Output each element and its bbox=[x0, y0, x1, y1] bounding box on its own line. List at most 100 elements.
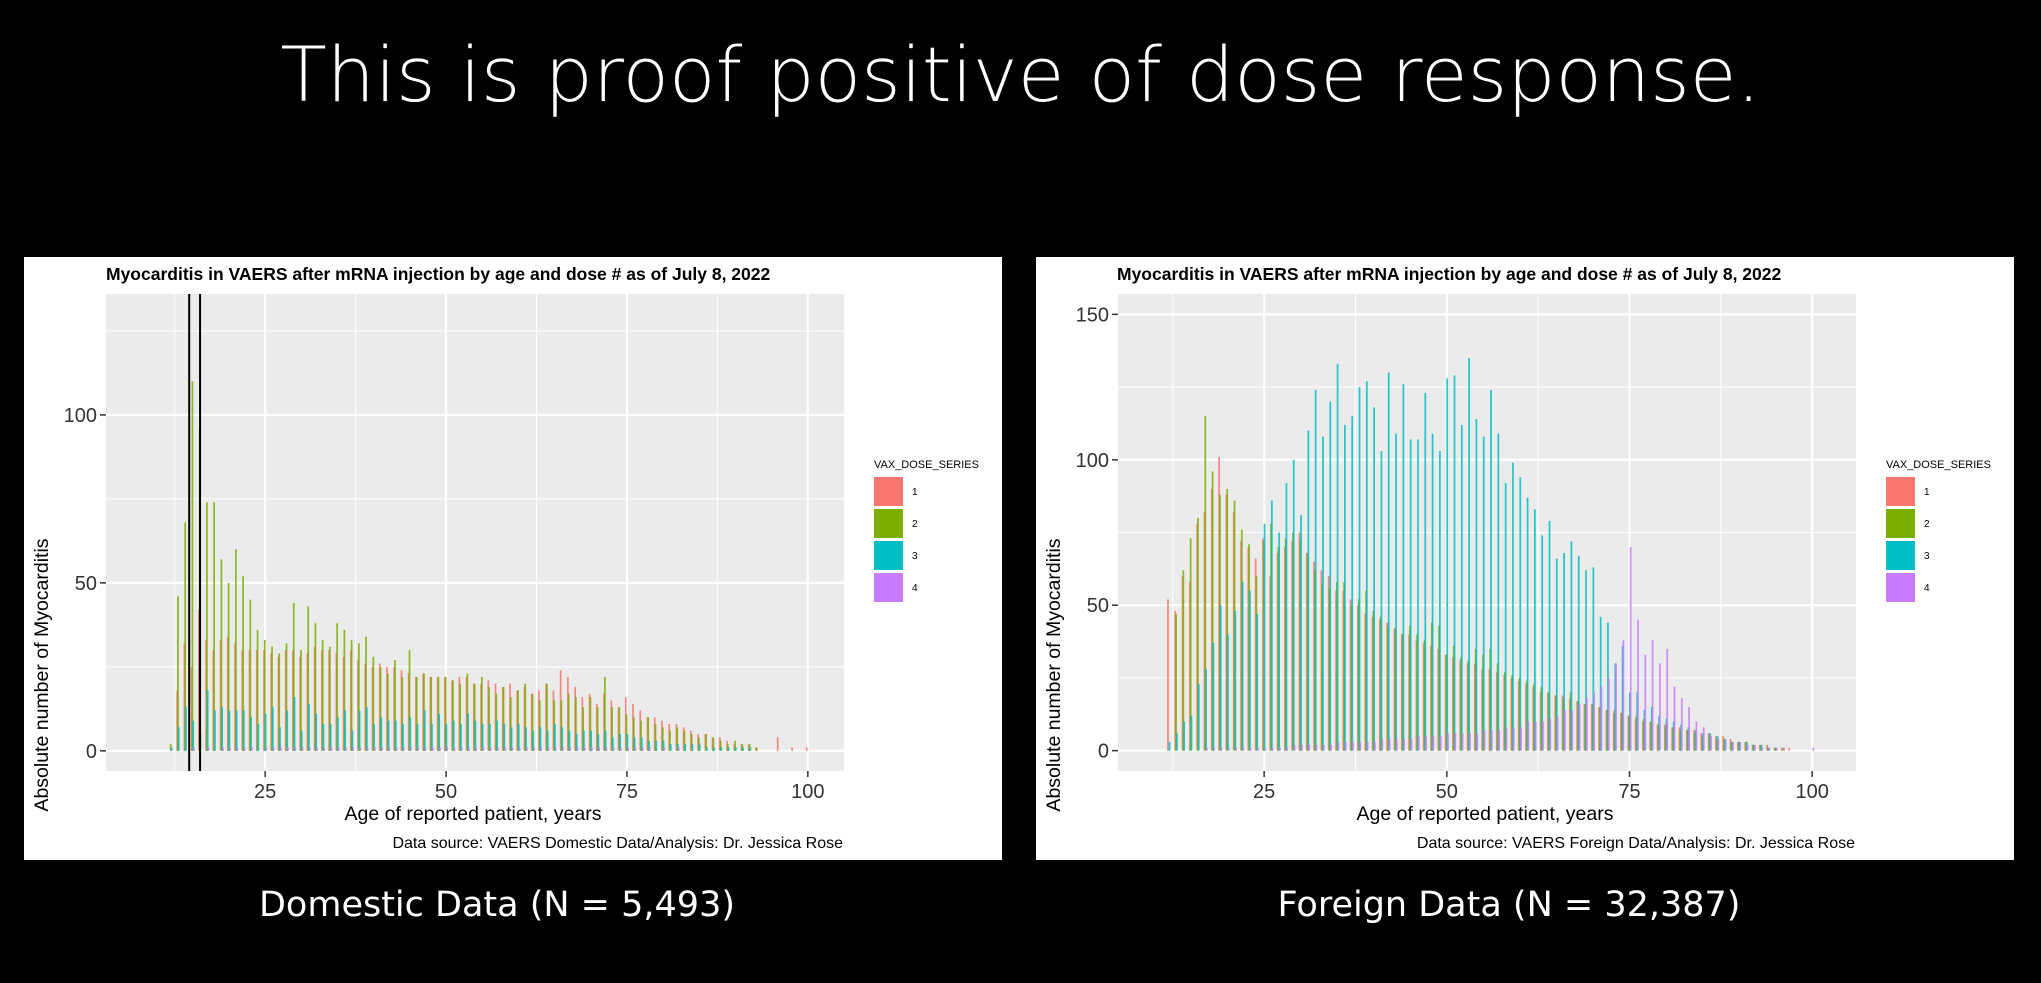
bar-dose-2 bbox=[755, 747, 758, 751]
bar-dose-3 bbox=[1548, 520, 1551, 751]
bar-dose-4 bbox=[301, 747, 304, 751]
bar-dose-2 bbox=[278, 653, 281, 751]
bar-dose-3 bbox=[1519, 477, 1522, 751]
bar-dose-4 bbox=[1344, 741, 1347, 751]
bar-dose-2 bbox=[408, 650, 411, 751]
bar-dose-4 bbox=[402, 747, 405, 751]
bar-dose-4 bbox=[554, 747, 557, 751]
bar-dose-4 bbox=[1739, 741, 1742, 751]
bar-dose-4 bbox=[1644, 654, 1647, 751]
bar-dose-4 bbox=[1337, 741, 1340, 751]
bar-dose-2 bbox=[177, 596, 179, 751]
bar-dose-2 bbox=[263, 639, 266, 751]
bar-dose-2 bbox=[1211, 471, 1214, 751]
bar-dose-3 bbox=[1285, 483, 1288, 751]
bar-dose-3 bbox=[1431, 433, 1434, 751]
bar-dose-3 bbox=[590, 730, 593, 751]
bar-dose-4 bbox=[1615, 663, 1617, 751]
bar-dose-3 bbox=[1526, 497, 1529, 751]
bar-dose-3 bbox=[1760, 744, 1763, 751]
bar-dose-3 bbox=[1395, 433, 1397, 751]
bar-dose-1 bbox=[1788, 747, 1790, 751]
bar-dose-4 bbox=[562, 747, 564, 751]
bar-dose-4 bbox=[323, 747, 326, 751]
legend-label: 1 bbox=[912, 487, 918, 498]
bar-dose-2 bbox=[401, 676, 404, 751]
bar-dose-3 bbox=[257, 723, 260, 751]
bar-dose-3 bbox=[1219, 605, 1222, 751]
bar-dose-3 bbox=[503, 723, 506, 751]
bar-dose-3 bbox=[1212, 643, 1215, 751]
bar-dose-3 bbox=[496, 720, 498, 751]
bar-dose-2 bbox=[618, 707, 621, 751]
bar-dose-2 bbox=[256, 629, 259, 751]
bar-dose-3 bbox=[1555, 558, 1558, 751]
bar-dose-4 bbox=[1651, 640, 1654, 751]
bar-dose-2 bbox=[669, 730, 671, 751]
bar-dose-3 bbox=[1227, 634, 1229, 751]
bar-dose-4 bbox=[1549, 718, 1552, 751]
bar-dose-2 bbox=[575, 697, 577, 751]
bar-dose-4 bbox=[540, 747, 543, 751]
bar-dose-3 bbox=[706, 747, 708, 751]
bar-dose-4 bbox=[641, 747, 644, 751]
bar-dose-4 bbox=[359, 747, 362, 751]
bar-dose-4 bbox=[1447, 733, 1449, 751]
bar-dose-3 bbox=[713, 747, 716, 751]
bar-dose-3 bbox=[517, 723, 520, 751]
domestic-caption: Domestic Data (N = 5,493) bbox=[258, 885, 735, 925]
bar-dose-3 bbox=[1534, 509, 1536, 751]
bar-dose-2 bbox=[611, 707, 613, 751]
bar-dose-3 bbox=[698, 744, 701, 751]
bar-dose-3 bbox=[1278, 532, 1281, 751]
x-axis-label: Age of reported patient, years bbox=[1357, 803, 1614, 825]
bar-dose-2 bbox=[603, 676, 606, 751]
bar-dose-4 bbox=[576, 747, 579, 751]
bar-dose-4 bbox=[1754, 744, 1756, 751]
y-tick-label: 100 bbox=[64, 405, 97, 427]
y-tick-label: 100 bbox=[1076, 450, 1109, 472]
bar-dose-4 bbox=[1403, 739, 1406, 751]
bar-dose-2 bbox=[452, 680, 454, 751]
bar-dose-3 bbox=[684, 744, 687, 751]
bar-dose-2 bbox=[647, 717, 650, 751]
bar-dose-2 bbox=[430, 676, 433, 751]
bar-dose-4 bbox=[612, 747, 615, 751]
legend-key-dose-2 bbox=[1886, 509, 1915, 538]
bar-dose-4 bbox=[272, 747, 275, 751]
bar-dose-4 bbox=[1359, 741, 1362, 751]
bar-dose-4 bbox=[489, 747, 492, 751]
bar-dose-4 bbox=[1775, 747, 1778, 751]
bar-dose-3 bbox=[1329, 401, 1332, 751]
chart-title: Myocarditis in VAERS after mRNA injectio… bbox=[106, 264, 770, 284]
bar-dose-4 bbox=[1527, 721, 1530, 751]
bar-dose-3 bbox=[460, 723, 462, 751]
bar-dose-4 bbox=[497, 747, 499, 751]
bar-dose-4 bbox=[1300, 744, 1303, 751]
bar-dose-4 bbox=[1512, 727, 1515, 751]
bar-dose-4 bbox=[1600, 686, 1603, 751]
bar-dose-2 bbox=[488, 687, 490, 751]
bar-dose-2 bbox=[220, 559, 223, 751]
bar-dose-3 bbox=[669, 744, 672, 751]
bar-dose-3 bbox=[358, 710, 361, 751]
bar-dose-3 bbox=[387, 720, 390, 751]
bar-dose-3 bbox=[1402, 384, 1405, 751]
bar-dose-2 bbox=[517, 690, 519, 751]
bar-dose-3 bbox=[1446, 378, 1449, 751]
foreign-caption: Foreign Data (N = 32,387) bbox=[1277, 885, 1741, 925]
bar-dose-3 bbox=[648, 740, 650, 751]
bar-dose-3 bbox=[1270, 500, 1273, 751]
bar-dose-3 bbox=[597, 734, 600, 751]
bar-dose-3 bbox=[308, 703, 310, 751]
bar-dose-4 bbox=[1578, 704, 1581, 751]
bar-dose-2 bbox=[509, 697, 512, 751]
bar-dose-2 bbox=[524, 683, 527, 751]
bar-dose-2 bbox=[1781, 747, 1784, 751]
bar-dose-4 bbox=[1717, 739, 1720, 751]
bar-dose-4 bbox=[207, 747, 210, 751]
bar-dose-3 bbox=[1300, 515, 1302, 751]
bar-dose-4 bbox=[229, 747, 232, 751]
bar-dose-3 bbox=[373, 723, 375, 751]
x-tick-label: 75 bbox=[616, 781, 638, 803]
